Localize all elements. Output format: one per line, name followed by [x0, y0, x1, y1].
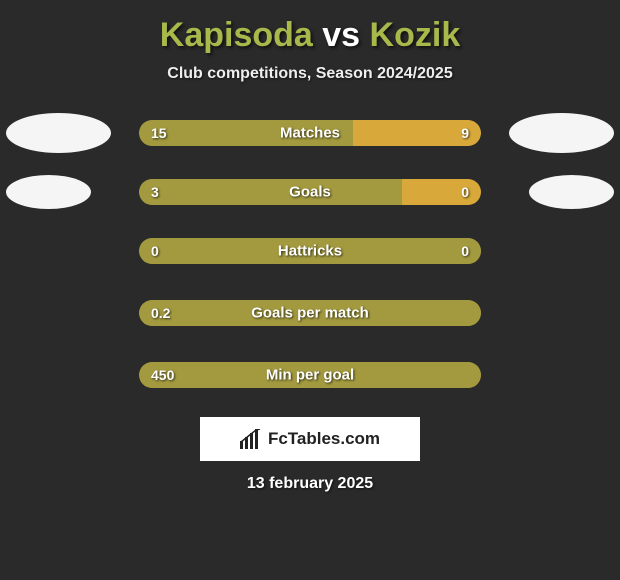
stat-bar: 0 0 Hattricks	[139, 238, 481, 264]
logo-box: FcTables.com	[200, 417, 420, 461]
player1-avatar	[6, 175, 91, 209]
stat-row: 450 Min per goal	[0, 355, 620, 395]
stat-value-left: 0.2	[151, 305, 170, 321]
stat-label: Min per goal	[266, 367, 354, 384]
stat-value-right: 0	[461, 243, 469, 259]
bar-chart-icon	[240, 429, 262, 449]
player2-avatar	[529, 175, 614, 209]
stat-bar: 3 0 Goals	[139, 179, 481, 205]
stat-label: Goals	[289, 184, 331, 201]
stat-label: Goals per match	[251, 305, 369, 322]
player2-name: Kozik	[370, 16, 461, 54]
stat-value-right: 9	[461, 125, 469, 141]
page-title: Kapisoda vs Kozik	[0, 16, 620, 55]
player1-name: Kapisoda	[160, 16, 313, 54]
stats-area: 15 9 Matches 3 0 Goals 0 0 Hattricks 0.2 Goals per…	[0, 113, 620, 395]
comparison-infographic: Kapisoda vs Kozik Club competitions, Sea…	[0, 0, 620, 493]
vs-word: vs	[322, 16, 360, 54]
stat-value-left: 15	[151, 125, 167, 141]
subtitle: Club competitions, Season 2024/2025	[0, 65, 620, 83]
bar-left-fill	[139, 179, 402, 205]
player1-avatar	[6, 113, 111, 153]
stat-label: Matches	[280, 125, 340, 142]
stat-value-right: 0	[461, 184, 469, 200]
stat-row: 15 9 Matches	[0, 113, 620, 153]
stat-value-left: 3	[151, 184, 159, 200]
stat-value-left: 0	[151, 243, 159, 259]
stat-row: 0 0 Hattricks	[0, 231, 620, 271]
stat-value-left: 450	[151, 367, 174, 383]
stat-bar: 450 Min per goal	[139, 362, 481, 388]
stat-label: Hattricks	[278, 243, 342, 260]
logo-text: FcTables.com	[268, 429, 380, 449]
date: 13 february 2025	[0, 475, 620, 493]
player2-avatar	[509, 113, 614, 153]
stat-bar: 15 9 Matches	[139, 120, 481, 146]
stat-row: 3 0 Goals	[0, 175, 620, 209]
stat-bar: 0.2 Goals per match	[139, 300, 481, 326]
stat-row: 0.2 Goals per match	[0, 293, 620, 333]
